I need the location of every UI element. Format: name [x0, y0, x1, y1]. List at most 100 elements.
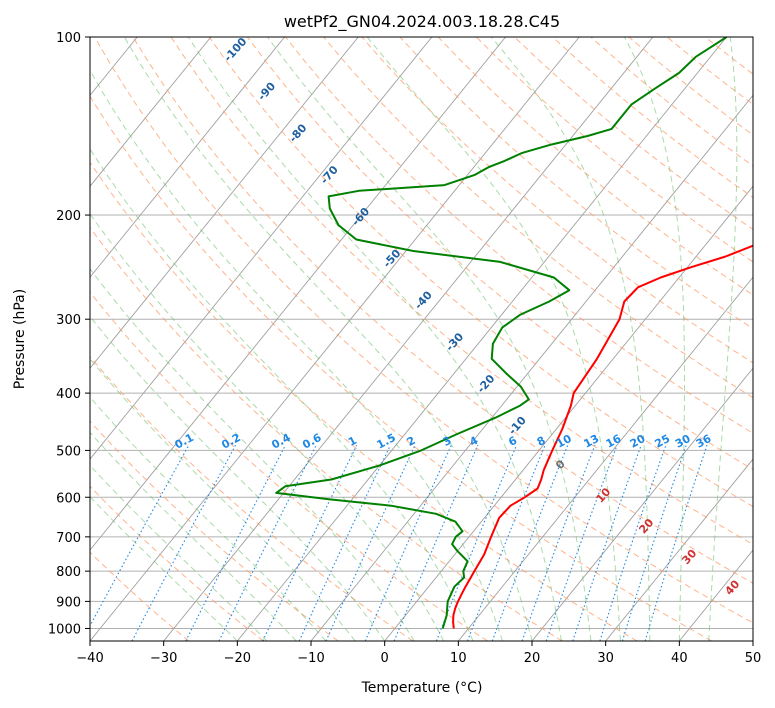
y-axis-ticks: 100 200 300 400 500 600 700 800 900 1000	[48, 31, 90, 637]
moist-adiabat-line	[267, 37, 592, 641]
mixing-ratio-line	[364, 444, 452, 641]
dry-adiabat-line	[399, 37, 753, 330]
moist-adiabat-line	[187, 37, 562, 641]
y-tick-label: 400	[56, 387, 81, 402]
mixing-ratio-label: 20	[628, 432, 648, 451]
temperature-profile-line	[452, 244, 753, 629]
moist-adiabat-line	[123, 37, 533, 641]
dry-adiabat-line	[90, 161, 638, 641]
dry-adiabat-line	[132, 37, 753, 584]
isotherm-line	[384, 185, 753, 641]
dry-adiabat-line	[90, 420, 339, 641]
x-tick-label: 0	[381, 651, 389, 666]
moist-adiabat-line	[90, 69, 503, 641]
chart-title: wetPf2_GN04.2024.003.18.28.C45	[284, 12, 560, 32]
x-tick-label: 50	[745, 651, 762, 666]
y-tick-label: 900	[56, 595, 81, 610]
mixing-ratio-line	[466, 444, 546, 641]
dry-adiabat-label: -90	[255, 79, 278, 103]
mixing-ratio-line	[218, 444, 317, 641]
y-tick-label: 600	[56, 491, 81, 506]
moist-adiabat-line	[90, 212, 445, 641]
y-tick-label: 1000	[48, 622, 81, 637]
mixing-ratio-label: 1	[346, 434, 359, 449]
x-axis-title: Temperature (°C)	[361, 680, 483, 696]
x-tick-label: 40	[671, 651, 688, 666]
dry-adiabat-line	[590, 37, 753, 167]
mixing-ratio-label: 0.2	[219, 431, 242, 452]
mixing-ratio-label: 10	[554, 432, 574, 451]
moist-adiabat-label: 30	[679, 547, 699, 567]
mixing-ratio-line	[644, 445, 708, 641]
isotherm-line	[236, 37, 727, 641]
isotherm-line	[90, 37, 506, 551]
isotherm-line	[605, 458, 753, 641]
moist-adiabat-line	[90, 464, 268, 641]
mixing-ratio-label: 0.4	[269, 431, 293, 452]
y-tick-label: 200	[56, 209, 81, 224]
moist-adiabat-line	[490, 37, 651, 641]
mixing-ratio-label: 13	[582, 432, 602, 451]
mixing-ratio-line	[521, 445, 596, 641]
moist-adiabat-line	[90, 496, 238, 641]
plot-frame	[89, 36, 754, 642]
dry-adiabat-line	[90, 95, 712, 641]
dry-adiabat-line	[704, 37, 753, 75]
x-tick-label: 20	[524, 651, 541, 666]
dry-adiabat-line	[247, 37, 753, 471]
dry-adiabat-line	[552, 37, 753, 199]
mixing-ratio-line	[435, 444, 518, 641]
grid-layer	[0, 37, 753, 641]
isotherm-line	[163, 37, 654, 641]
y-tick-label: 700	[56, 531, 81, 546]
mixing-ratio-label: 30	[673, 432, 693, 451]
dry-adiabat-line	[94, 37, 753, 624]
dry-adiabat-label: -70	[318, 163, 341, 187]
isotherm-line	[457, 276, 753, 641]
mixing-ratio-line	[599, 445, 667, 641]
moist-adiabat-line	[90, 358, 356, 641]
moist-adiabat-line	[90, 315, 386, 641]
dry-adiabat-line	[90, 485, 264, 641]
dry-adiabat-label: -50	[381, 247, 404, 271]
dry-adiabat-line	[475, 37, 753, 263]
x-tick-label: −10	[297, 651, 324, 666]
dry-adiabat-line	[90, 551, 190, 641]
mixing-ratio-line	[491, 444, 569, 641]
moist-adiabat-label: 40	[722, 577, 742, 597]
y-tick-label: 100	[56, 31, 81, 46]
y-tick-label: 800	[56, 565, 81, 580]
isotherm-line	[0, 37, 64, 641]
mixing-ratio-label: 6	[506, 434, 519, 449]
isotherm-line	[90, 37, 212, 187]
isotherm-line	[90, 37, 359, 369]
isotherm-line	[752, 640, 753, 641]
y-axis-title: Pressure (hPa)	[12, 289, 28, 389]
dry-adiabat-line	[514, 37, 753, 231]
moist-adiabat-line	[90, 148, 474, 641]
series-layer	[275, 37, 753, 629]
moist-adiabat-line	[90, 267, 415, 641]
x-tick-label: 10	[450, 651, 467, 666]
dry-adiabat-line	[323, 37, 753, 399]
mixing-ratio-line	[572, 445, 642, 641]
dry-adiabat-line	[666, 37, 753, 106]
x-tick-label: −30	[150, 651, 177, 666]
x-axis-ticks: −40 −30 −20 −10 0 10 20 30 40 50	[76, 641, 761, 666]
isotherm-line	[310, 94, 753, 641]
mixing-ratio-line	[545, 445, 618, 641]
mixing-ratio-line	[621, 445, 687, 641]
isotherm-line	[90, 37, 285, 278]
dry-adiabat-label: -10	[506, 414, 529, 438]
mixing-ratio-line	[393, 444, 479, 641]
moist-adiabat-line	[366, 37, 621, 641]
dewpoint-profile-line	[275, 37, 728, 629]
moist-adiabat-line	[624, 37, 685, 641]
moist-adiabat-label: 0	[553, 457, 568, 472]
y-tick-label: 300	[56, 313, 81, 328]
dry-adiabat-line	[90, 355, 414, 641]
dry-adiabat-label: -20	[475, 372, 498, 396]
x-tick-label: −20	[224, 651, 251, 666]
mixing-ratio-label: 2	[405, 434, 418, 449]
